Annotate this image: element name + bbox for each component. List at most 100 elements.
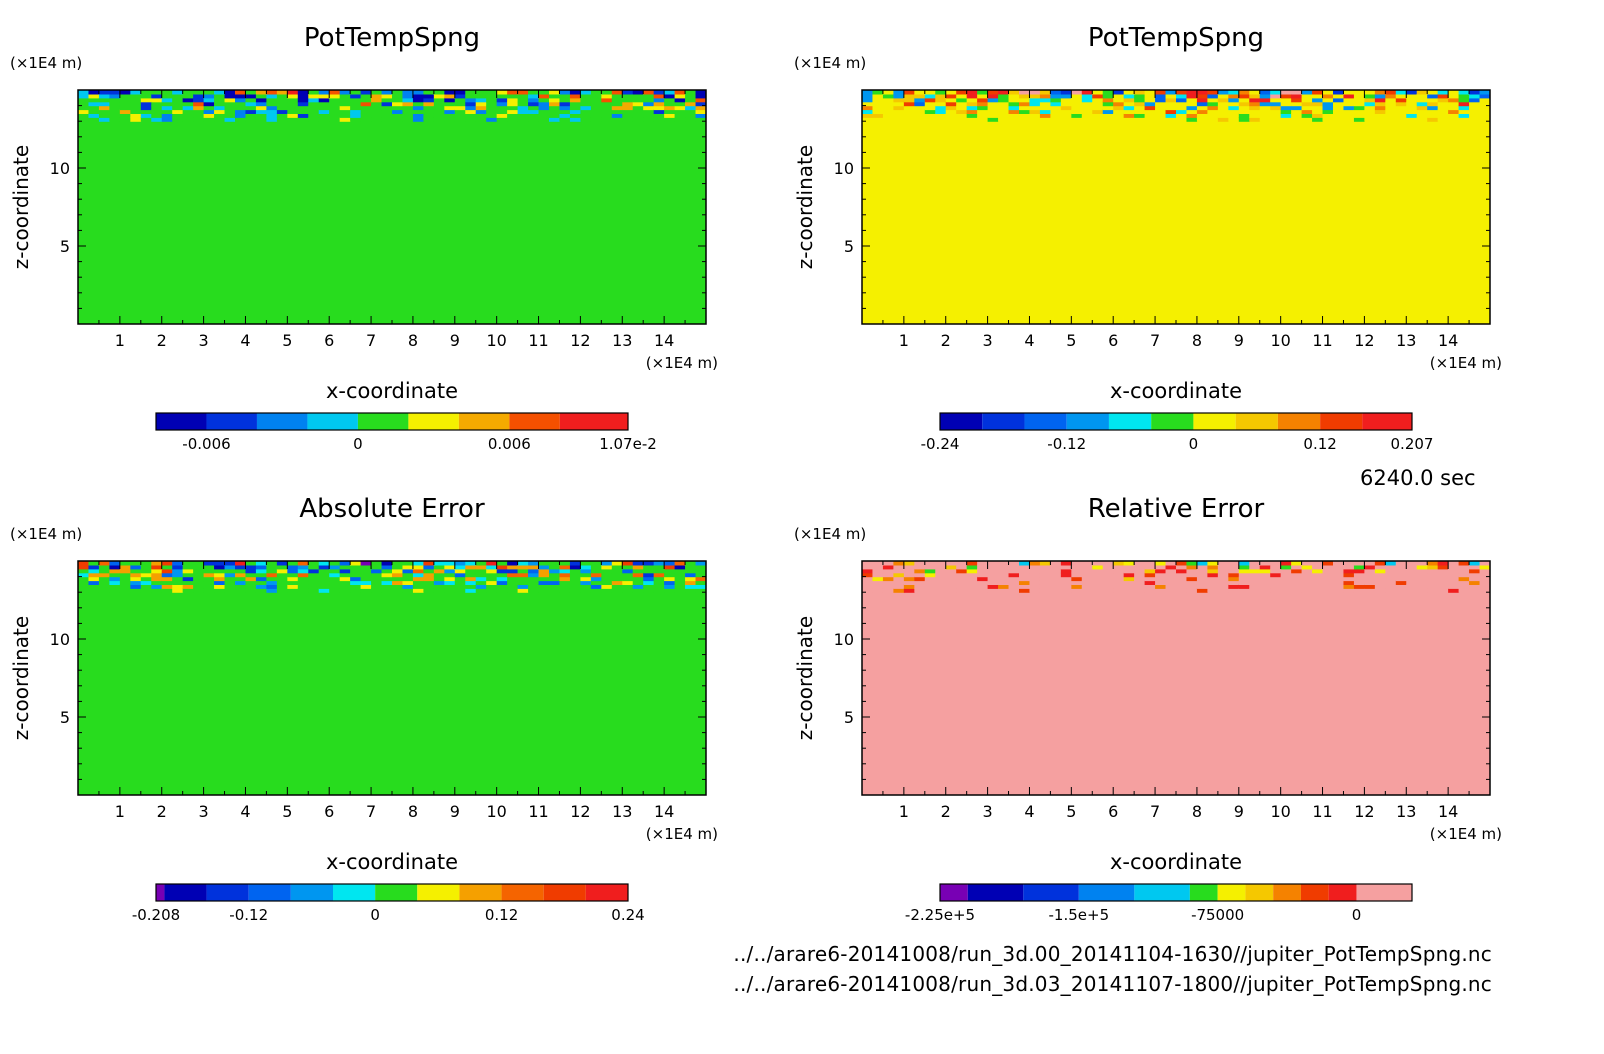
field-cell (1333, 568, 1345, 574)
field-cell (1364, 580, 1376, 585)
field-cell (1176, 101, 1188, 107)
field-cell (475, 93, 487, 99)
field-cell (381, 588, 393, 593)
field-cell (1406, 101, 1418, 107)
field-cell (151, 568, 163, 574)
field-cell (433, 588, 445, 593)
field-cell (1113, 101, 1125, 107)
field-cell (1448, 588, 1460, 593)
field-cell (945, 564, 957, 570)
field-cell (203, 117, 215, 122)
field-cell (161, 584, 173, 589)
colorbar-frame (155, 883, 629, 902)
field-cell (903, 105, 915, 111)
field-cell (1050, 101, 1062, 107)
field-cell (643, 564, 655, 570)
field-cell (956, 105, 968, 111)
field-cell (903, 568, 915, 574)
field-cell (1280, 105, 1292, 111)
field-cell (381, 97, 393, 103)
field-cell (538, 580, 550, 585)
field-cell (1186, 101, 1198, 107)
field-cell (255, 588, 267, 593)
field-cell (88, 117, 100, 122)
field-cell (130, 113, 142, 118)
field-cell (1081, 572, 1093, 578)
field-cell (862, 113, 874, 118)
field-cell (496, 561, 508, 566)
field-cell (517, 105, 529, 111)
field-cell (1039, 568, 1051, 574)
field-cell (1312, 584, 1324, 589)
field-cell (266, 572, 278, 578)
field-cell (1374, 90, 1386, 95)
field-cell (496, 101, 508, 107)
x-unit-label: (×1E4 m) (646, 825, 718, 843)
field-cell (371, 93, 383, 99)
field-cell (1217, 561, 1229, 566)
field-cell (465, 117, 477, 122)
field-cell (1134, 576, 1146, 582)
field-cell (318, 117, 330, 122)
field-cell (695, 90, 706, 95)
x-tick-label: 3 (199, 331, 209, 350)
field-cell (977, 113, 989, 118)
field-cell (392, 576, 404, 582)
field-cell (329, 588, 341, 593)
field-cell (1008, 564, 1020, 570)
colorbar-segment (459, 884, 502, 901)
field-cell (517, 97, 529, 103)
field-cell (1238, 576, 1250, 582)
field-cell (1343, 588, 1355, 593)
field-cell (235, 113, 247, 118)
field-cell (674, 97, 686, 103)
field-cell (1312, 97, 1324, 103)
field-cell (1029, 109, 1041, 114)
field-cell (1270, 113, 1282, 118)
field-cell (1196, 588, 1208, 593)
field-cell (1333, 105, 1345, 111)
field-cell (329, 576, 341, 582)
field-cell (1228, 572, 1240, 578)
field-cell (643, 588, 655, 593)
field-cell (893, 584, 905, 589)
field-cell (893, 561, 905, 566)
field-cell (1406, 97, 1418, 103)
field-cell (1427, 101, 1439, 107)
field-cell (276, 109, 288, 114)
field-cell (924, 584, 936, 589)
field-cell (109, 568, 121, 574)
field-cell (1207, 588, 1219, 593)
field-cell (914, 113, 926, 118)
field-cell (1071, 105, 1083, 111)
field-cell (360, 90, 372, 95)
field-cell (392, 561, 404, 566)
field-cell (882, 568, 894, 574)
field-cell (882, 109, 894, 114)
x-tick-label: 7 (366, 802, 376, 821)
field-cell (1071, 109, 1083, 114)
field-cell (664, 117, 676, 122)
field-cell (914, 105, 926, 111)
field-cell (402, 113, 414, 118)
field-cell (1228, 105, 1240, 111)
field-cell (1270, 109, 1282, 114)
field-cell (611, 561, 623, 566)
field-cell (266, 564, 278, 570)
field-cell (643, 90, 655, 95)
field-cell (1301, 105, 1313, 111)
field-cell (528, 117, 540, 122)
field-cell (517, 572, 529, 578)
field-cell (935, 101, 947, 107)
field-cell (1176, 572, 1188, 578)
field-cell (1312, 564, 1324, 570)
field-cell (1176, 588, 1188, 593)
field-cell (893, 97, 905, 103)
field-cell (119, 90, 131, 95)
field-cell (1039, 580, 1051, 585)
field-cell (977, 101, 989, 107)
field-cell (88, 109, 100, 114)
field-cell (119, 97, 131, 103)
field-cell (1322, 576, 1334, 582)
field-cell (924, 117, 936, 122)
